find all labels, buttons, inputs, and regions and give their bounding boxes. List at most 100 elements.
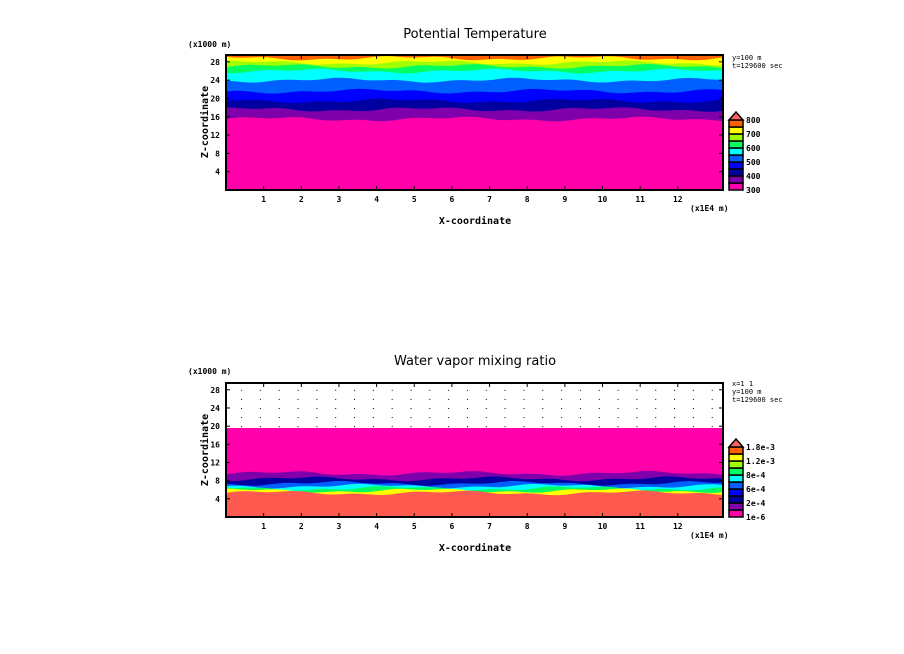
x-tick-label: 11 (635, 522, 645, 531)
grid-dot (259, 389, 261, 391)
annotation-x: x=1 1 (732, 380, 753, 388)
grid-dot (504, 407, 506, 409)
grid-dot (598, 389, 600, 391)
grid-dot (692, 426, 694, 428)
y-tick-label: 12 (210, 458, 220, 467)
grid-dot (598, 426, 600, 428)
grid-dot (259, 398, 261, 400)
grid-dot (561, 426, 563, 428)
grid-dot (391, 426, 393, 428)
grid-dot (711, 398, 713, 400)
x-tick-label: 8 (525, 195, 530, 204)
grid-dot (297, 389, 299, 391)
colorbar-extend-arrow (727, 437, 745, 448)
x-unit-label: (x1E4 m) (690, 531, 729, 540)
grid-dot (278, 417, 280, 419)
grid-dot (636, 417, 638, 419)
grid-dot (617, 398, 619, 400)
grid-dot (354, 398, 356, 400)
x-tick-label: 2 (299, 522, 304, 531)
plot-frame (225, 54, 724, 191)
grid-dot (504, 417, 506, 419)
colorbar-label: 6e-4 (746, 485, 765, 494)
grid-dot (674, 407, 676, 409)
grid-dot (335, 389, 337, 391)
colorbar-label: 300 (746, 186, 761, 195)
grid-dot (655, 426, 657, 428)
x-tick-label: 10 (598, 195, 608, 204)
colorbar-swatch (728, 474, 744, 483)
grid-dot (655, 417, 657, 419)
grid-dot (297, 417, 299, 419)
grid-dot (241, 417, 243, 419)
annotation-time: t=129600 sec (732, 396, 783, 404)
grid-dot (579, 398, 581, 400)
grid-dot (354, 389, 356, 391)
grid-dot (391, 417, 393, 419)
grid-dot (429, 407, 431, 409)
grid-dot (429, 417, 431, 419)
grid-dot (429, 398, 431, 400)
grid-dot (636, 398, 638, 400)
y-unit-label: (x1000 m) (188, 367, 231, 376)
x-unit-label: (x1E4 m) (690, 204, 729, 213)
grid-dot (391, 389, 393, 391)
colorbar-swatch (728, 481, 744, 490)
colorbar-swatch (728, 488, 744, 497)
x-tick-label: 5 (412, 522, 417, 531)
grid-dot (579, 389, 581, 391)
colorbar-label: 800 (746, 116, 761, 125)
grid-dot (448, 398, 450, 400)
grid-dot (410, 398, 412, 400)
grid-dot (410, 389, 412, 391)
grid-dot (410, 407, 412, 409)
y-tick-label: 24 (210, 76, 220, 85)
grid-dot (259, 407, 261, 409)
grid-dot (372, 389, 374, 391)
grid-dot (448, 389, 450, 391)
grid-dot (372, 398, 374, 400)
grid-dot (655, 389, 657, 391)
colorbar-label: 8e-4 (746, 471, 765, 480)
x-axis-label: X-coordinate (439, 542, 511, 554)
grid-dot (561, 389, 563, 391)
grid-dot (278, 398, 280, 400)
colorbar-swatch (728, 133, 744, 142)
grid-dot (278, 426, 280, 428)
annotation-y: y=100 m (732, 54, 762, 62)
grid-dot (466, 398, 468, 400)
grid-dot (674, 426, 676, 428)
grid-dot (354, 417, 356, 419)
grid-dot (692, 417, 694, 419)
grid-dot (523, 426, 525, 428)
grid-dot (466, 417, 468, 419)
grid-dot (316, 417, 318, 419)
y-axis-label: Z-coordinate (199, 414, 211, 486)
grid-dot (466, 389, 468, 391)
colorbar-label: 1e-6 (746, 513, 765, 522)
grid-dot (598, 417, 600, 419)
grid-dot (335, 398, 337, 400)
grid-dot (241, 407, 243, 409)
grid-dot (448, 407, 450, 409)
grid-dot (523, 407, 525, 409)
grid-dot (485, 417, 487, 419)
colorbar-extend-arrow (727, 110, 745, 121)
x-tick-label: 2 (299, 195, 304, 204)
annotation-y: y=100 m (732, 388, 762, 396)
y-tick-label: 12 (210, 131, 220, 140)
grid-dot (297, 407, 299, 409)
x-tick-label: 12 (673, 195, 683, 204)
grid-dot (504, 398, 506, 400)
y-axis-label: Z-coordinate (199, 86, 211, 158)
grid-dot (617, 407, 619, 409)
contour-band (226, 116, 723, 190)
y-tick-label: 16 (210, 113, 220, 122)
x-tick-label: 5 (412, 195, 417, 204)
colorbar-swatch (728, 119, 744, 128)
grid-dot (617, 426, 619, 428)
colorbar: 1.8e-3 1.2e-3 8e-4 6e-4 2e-4 1e-6 (727, 437, 775, 522)
grid-dot (259, 417, 261, 419)
